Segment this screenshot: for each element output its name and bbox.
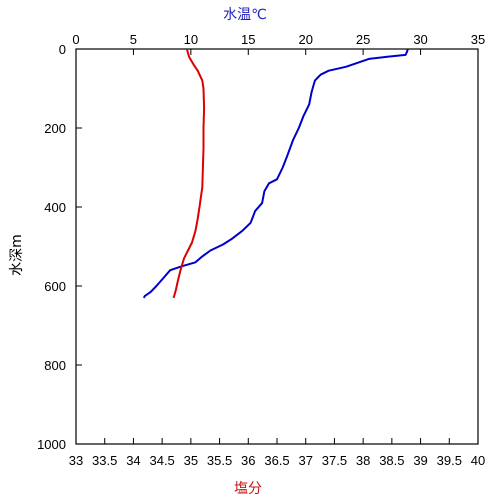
bottom-tick-label: 38 — [356, 453, 370, 468]
y-tick-label: 1000 — [37, 437, 66, 452]
y-tick-label: 400 — [44, 200, 66, 215]
top-tick-label: 10 — [184, 32, 198, 47]
bottom-tick-label: 37.5 — [322, 453, 347, 468]
y-axis-title: 水深m — [9, 234, 25, 276]
top-axis-title: 水温℃ — [223, 7, 267, 23]
series-lines — [142, 48, 409, 299]
axis-ticks: 0 5 10 15 20 25 30 35 33 33.5 34 34.5 35 35.5 36 36.5 37… — [37, 32, 485, 468]
bottom-tick-label: 36 — [241, 453, 255, 468]
bottom-tick-label: 36.5 — [264, 453, 289, 468]
bottom-tick-label: 39.5 — [437, 453, 462, 468]
bottom-tick-label: 35.5 — [207, 453, 232, 468]
y-tick-label: 600 — [44, 279, 66, 294]
bottom-tick-label: 39 — [413, 453, 427, 468]
top-tick-label: 5 — [130, 32, 137, 47]
top-tick-label: 30 — [413, 32, 427, 47]
bottom-tick-label: 34.5 — [149, 453, 174, 468]
temperature-line — [142, 48, 409, 299]
y-tick-label: 800 — [44, 358, 66, 373]
y-tick-label: 0 — [59, 42, 66, 57]
bottom-tick-label: 33 — [69, 453, 83, 468]
bottom-axis-title: 塩分 — [234, 481, 262, 497]
bottom-tick-label: 35 — [184, 453, 198, 468]
bottom-tick-label: 38.5 — [379, 453, 404, 468]
top-tick-label: 35 — [471, 32, 485, 47]
top-tick-label: 20 — [298, 32, 312, 47]
salinity-line — [172, 48, 206, 299]
bottom-tick-label: 40 — [471, 453, 485, 468]
top-tick-label: 15 — [241, 32, 255, 47]
top-tick-label: 25 — [356, 32, 370, 47]
y-tick-label: 200 — [44, 121, 66, 136]
plot-frame — [75, 48, 479, 445]
bottom-tick-label: 34 — [126, 453, 140, 468]
bottom-tick-label: 37 — [298, 453, 312, 468]
bottom-tick-label: 33.5 — [92, 453, 117, 468]
top-tick-label: 0 — [72, 32, 79, 47]
